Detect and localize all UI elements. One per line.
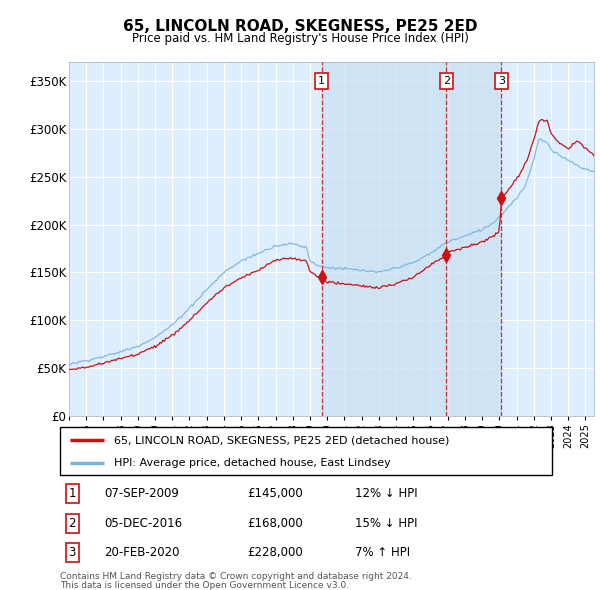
Bar bbox=[322, 62, 446, 416]
Text: 1: 1 bbox=[318, 76, 325, 86]
Text: 20-FEB-2020: 20-FEB-2020 bbox=[104, 546, 180, 559]
Text: This data is licensed under the Open Government Licence v3.0.: This data is licensed under the Open Gov… bbox=[60, 581, 349, 589]
Text: 65, LINCOLN ROAD, SKEGNESS, PE25 2ED (detached house): 65, LINCOLN ROAD, SKEGNESS, PE25 2ED (de… bbox=[114, 435, 449, 445]
Bar bbox=[446, 62, 502, 416]
Text: 3: 3 bbox=[498, 76, 505, 86]
Text: 12% ↓ HPI: 12% ↓ HPI bbox=[355, 487, 418, 500]
Text: Price paid vs. HM Land Registry's House Price Index (HPI): Price paid vs. HM Land Registry's House … bbox=[131, 32, 469, 45]
Text: Contains HM Land Registry data © Crown copyright and database right 2024.: Contains HM Land Registry data © Crown c… bbox=[60, 572, 412, 581]
FancyBboxPatch shape bbox=[60, 427, 552, 475]
Text: 1: 1 bbox=[68, 487, 76, 500]
Text: 65, LINCOLN ROAD, SKEGNESS, PE25 2ED: 65, LINCOLN ROAD, SKEGNESS, PE25 2ED bbox=[123, 19, 477, 34]
Text: 07-SEP-2009: 07-SEP-2009 bbox=[104, 487, 179, 500]
Text: 7% ↑ HPI: 7% ↑ HPI bbox=[355, 546, 410, 559]
Text: £228,000: £228,000 bbox=[247, 546, 303, 559]
Text: 3: 3 bbox=[68, 546, 76, 559]
Text: 2: 2 bbox=[68, 517, 76, 530]
Text: £145,000: £145,000 bbox=[247, 487, 303, 500]
Text: £168,000: £168,000 bbox=[247, 517, 303, 530]
Text: 2: 2 bbox=[443, 76, 450, 86]
Text: 05-DEC-2016: 05-DEC-2016 bbox=[104, 517, 182, 530]
Text: 15% ↓ HPI: 15% ↓ HPI bbox=[355, 517, 418, 530]
Text: HPI: Average price, detached house, East Lindsey: HPI: Average price, detached house, East… bbox=[114, 458, 391, 468]
